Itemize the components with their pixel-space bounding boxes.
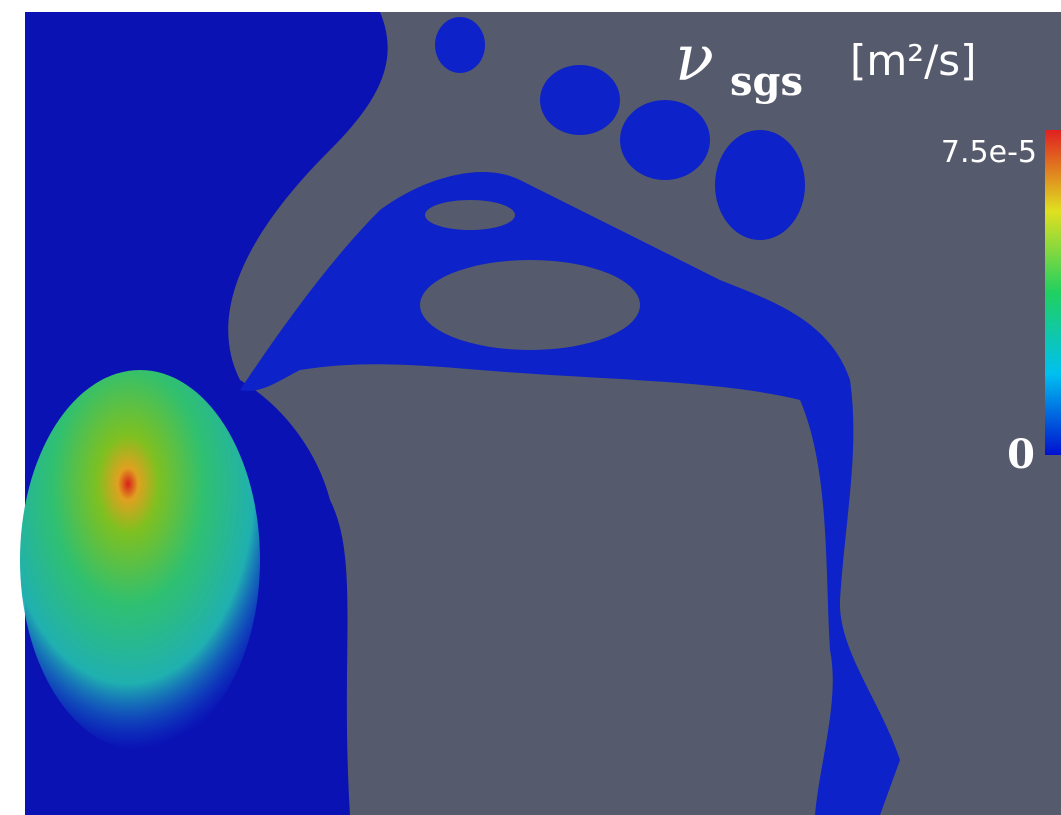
sinus (540, 65, 620, 135)
colorbar-min-label: 0 (1007, 431, 1035, 478)
visualization: ν sgs [m²/s] 7.5e-5 0 (0, 0, 1061, 815)
turbinate (425, 200, 515, 230)
colorbar-max-label: 7.5e-5 (941, 135, 1037, 170)
turbinate (420, 260, 640, 350)
high-viscosity-region (20, 370, 260, 750)
legend-subscript: sgs (730, 58, 803, 105)
page: {"legend": {"symbol": "ν", "subscript": … (0, 0, 1061, 815)
colorbar (1045, 130, 1061, 455)
sinus (715, 130, 805, 240)
legend-unit: [m²/s] (850, 36, 977, 85)
sinus (435, 17, 485, 73)
sinus (620, 100, 710, 180)
legend-symbol: ν (675, 22, 714, 96)
